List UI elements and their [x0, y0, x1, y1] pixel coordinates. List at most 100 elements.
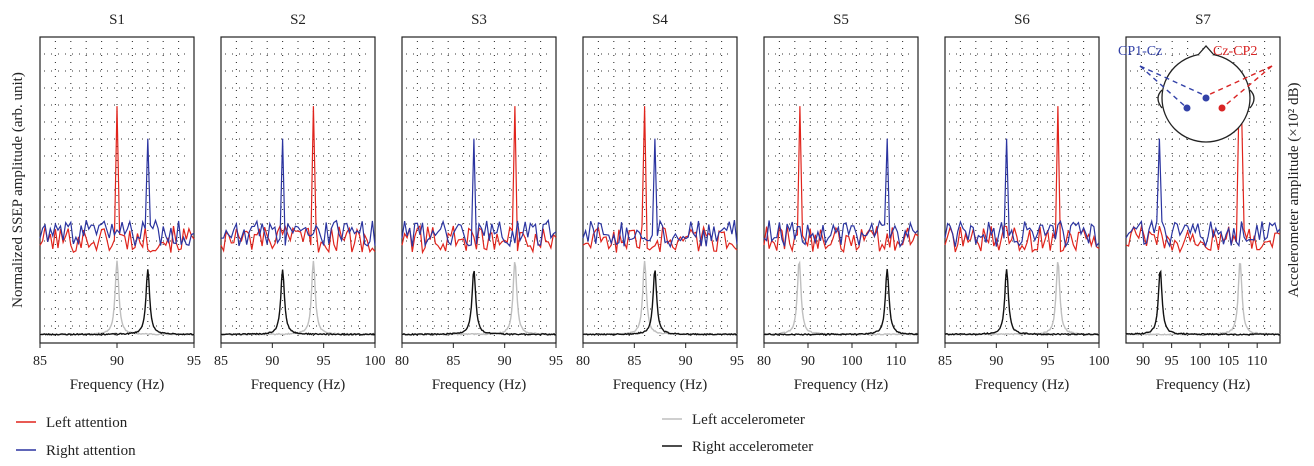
panel-frame: [582, 36, 738, 344]
panel-title: S1: [109, 12, 125, 28]
left-accelerometer-trace: [39, 260, 195, 336]
grid: [587, 41, 733, 341]
left-accelerometer-trace: [944, 261, 1100, 336]
panel-frame: [944, 36, 1100, 344]
x-tick-label: 90: [265, 354, 279, 369]
x-tick-label: 80: [395, 354, 409, 369]
panel-title: S7: [1195, 12, 1211, 28]
x-tick-label: 105: [1218, 354, 1239, 369]
x-axis-title: Frequency (Hz): [1156, 377, 1251, 393]
x-tick-label: 85: [938, 354, 952, 369]
panel-title: S3: [471, 12, 487, 28]
right-accelerometer-trace: [582, 270, 738, 336]
electrode-inset: CP1-Cz Cz-CP2: [1118, 44, 1273, 143]
x-tick-label: 100: [1190, 354, 1211, 369]
left-attention-trace: [582, 106, 738, 253]
x-tick-label: 110: [1247, 354, 1267, 369]
panel-s4: S4 80 85 90 95 Frequency (Hz): [576, 12, 744, 393]
cz-lead-line-red: [1205, 65, 1273, 97]
panel-s1: S1 85 90 95 Frequency (Hz): [33, 12, 201, 393]
x-tick-label: 95: [730, 354, 744, 369]
left-attention-trace: [39, 106, 195, 253]
x-tick-label: 85: [446, 354, 460, 369]
right-ear-shape: [1249, 89, 1255, 109]
left-y-axis-title: Normalized SSEP amplitude (arb. unit): [10, 72, 26, 308]
right-attention-trace: [1125, 138, 1281, 249]
x-axis-title: Frequency (Hz): [70, 377, 165, 393]
right-accelerometer-trace: [39, 269, 195, 336]
cz-cp2-label: Cz-CP2: [1213, 44, 1257, 59]
right-attention-trace: [39, 138, 195, 246]
left-ear-shape: [1157, 89, 1163, 109]
panel-s6: S6 85 90 95 100 Frequency (Hz): [938, 12, 1110, 393]
panel-title: S5: [833, 12, 849, 28]
legend-label: Right accelerometer: [692, 439, 813, 455]
x-tick-label: 95: [549, 354, 563, 369]
left-attention-trace: [220, 106, 376, 254]
panel-title: S6: [1014, 12, 1030, 28]
panel-frame: [220, 36, 376, 344]
x-tick-label: 100: [842, 354, 863, 369]
left-attention-trace: [944, 106, 1100, 253]
panels-group: S1 85 90 95 Frequency (Hz) S2 85 90 95 100 Frequen…: [33, 12, 1281, 393]
right-accelerometer-trace: [401, 270, 557, 336]
cp2-electrode: [1218, 104, 1226, 112]
right-accelerometer-trace: [220, 269, 376, 336]
cp2-lead-line: [1221, 65, 1273, 109]
x-tick-label: 100: [1089, 354, 1110, 369]
x-tick-label: 80: [576, 354, 590, 369]
legend: Left attention Right attention Left accele…: [16, 412, 813, 459]
right-y-axis-title: Accelerometer amplitude (×10² dB): [1286, 83, 1302, 298]
x-axis-title: Frequency (Hz): [794, 377, 889, 393]
panel-title: S2: [290, 12, 306, 28]
x-tick-label: 95: [1165, 354, 1179, 369]
x-tick-label: 90: [110, 354, 124, 369]
left-attention-trace: [401, 106, 557, 255]
panel-frame: [1125, 36, 1281, 344]
x-tick-label: 85: [33, 354, 47, 369]
panel-s2: S2 85 90 95 100 Frequency (Hz): [214, 12, 386, 393]
panel-s3: S3 80 85 90 95 Frequency (Hz): [395, 12, 563, 393]
left-accelerometer-trace: [763, 260, 919, 336]
x-tick-label: 85: [214, 354, 228, 369]
nose-shape: [1197, 45, 1215, 56]
right-accelerometer-trace: [763, 268, 919, 336]
x-tick-label: 85: [627, 354, 641, 369]
cp1-lead-line: [1139, 65, 1188, 109]
x-tick-label: 110: [886, 354, 906, 369]
x-axis-title: Frequency (Hz): [613, 377, 708, 393]
x-axis-title: Frequency (Hz): [432, 377, 527, 393]
right-attention-trace: [763, 138, 919, 249]
cp1-cz-label: CP1-Cz: [1118, 44, 1162, 59]
legend-label: Right attention: [46, 443, 136, 459]
right-attention-trace: [944, 138, 1100, 249]
x-tick-label: 90: [679, 354, 693, 369]
x-tick-label: 80: [757, 354, 771, 369]
cz-electrode: [1202, 94, 1210, 102]
legend-label: Left accelerometer: [692, 412, 805, 428]
panel-frame: [401, 36, 557, 344]
x-tick-label: 95: [187, 354, 201, 369]
x-tick-label: 100: [365, 354, 386, 369]
cz-lead-line-blue: [1139, 65, 1207, 97]
legend-label: Left attention: [46, 415, 128, 431]
grid: [768, 41, 914, 341]
right-attention-trace: [582, 138, 738, 249]
grid: [225, 41, 371, 341]
right-accelerometer-trace: [944, 269, 1100, 336]
x-tick-label: 90: [989, 354, 1003, 369]
cp1-electrode: [1183, 104, 1191, 112]
x-tick-label: 90: [801, 354, 815, 369]
right-attention-trace: [401, 138, 557, 248]
panel-frame: [763, 36, 919, 344]
x-axis-title: Frequency (Hz): [975, 377, 1070, 393]
x-axis-title: Frequency (Hz): [251, 377, 346, 393]
grid: [949, 41, 1095, 341]
grid: [406, 41, 552, 341]
x-tick-label: 95: [1041, 354, 1055, 369]
left-attention-trace: [763, 106, 919, 254]
panel-title: S4: [652, 12, 668, 28]
x-tick-label: 90: [498, 354, 512, 369]
right-attention-trace: [220, 138, 376, 247]
